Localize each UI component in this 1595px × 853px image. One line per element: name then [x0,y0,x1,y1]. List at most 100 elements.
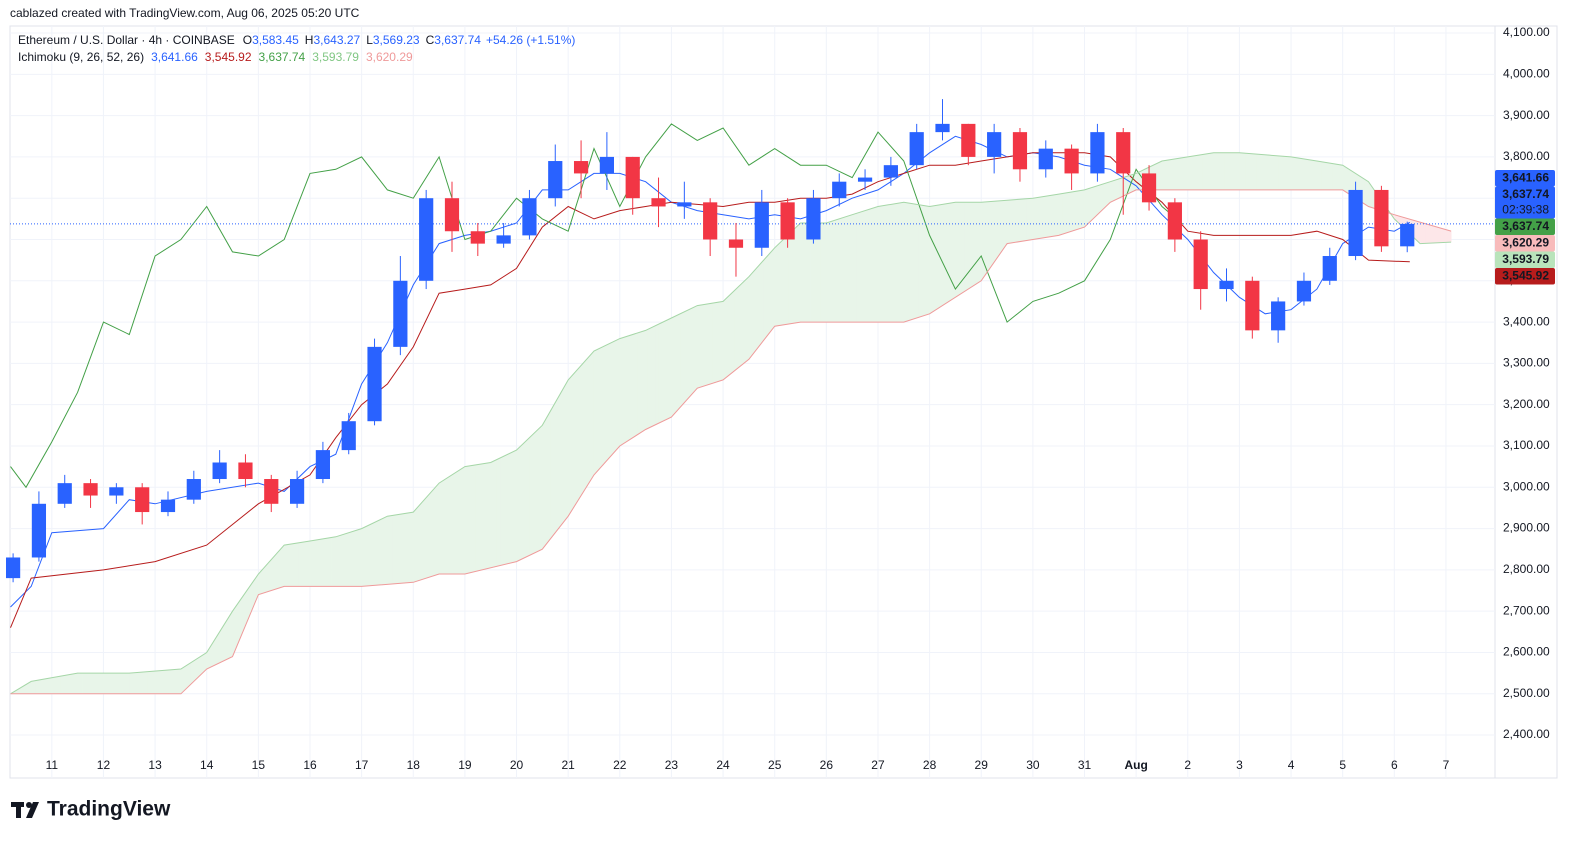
cloud-fill [53,676,58,694]
cloud-fill [756,264,761,351]
candle-body [1245,280,1260,331]
credit: cablazed created with TradingView.com, A… [10,6,360,20]
cloud-fill [539,423,544,551]
cloud-fill [802,222,807,323]
cloud-fill [1263,154,1268,190]
y-tick-label: 2,700.00 [1503,603,1550,617]
x-tick-label: 2 [1184,758,1191,772]
cloud-fill [874,206,879,323]
cloud-fill [14,689,19,694]
price-tag-label: 3,641.66 [1502,171,1549,185]
cloud-fill [975,202,980,285]
candle-body [83,483,98,496]
cloud-fill [190,660,195,685]
cloud-fill [961,202,966,294]
cloud-fill [1090,186,1095,221]
cloud-fill [75,673,80,694]
candle-body [1296,280,1312,302]
cloud-fill [687,308,692,399]
cloud-fill [1026,198,1031,241]
cloud-fill [295,542,300,587]
cloud-fill [910,203,915,320]
cloud-fill [111,673,116,694]
cloud-fill [997,200,1002,258]
cloud-fill [1271,155,1276,190]
cloud-fill [435,483,440,576]
y-tick-label: 2,600.00 [1503,645,1550,659]
cloud-fill [1036,196,1041,239]
cloud-fill [1418,221,1423,244]
y-tick-label: 3,000.00 [1503,479,1550,493]
cloud-fill [478,463,483,571]
cloud-fill [763,256,768,341]
candle-body [1374,189,1389,247]
cloud-fill [547,410,552,544]
cloud-fill [140,671,145,694]
cloud-fill [698,304,703,388]
cloud-fill [158,670,163,694]
candle-body [289,479,305,504]
cloud-fill [972,202,977,287]
cloud-fill [273,553,278,590]
symbol: Ethereum / U.S. Dollar · 4h · COINBASE [18,33,235,47]
cloud-fill [302,541,307,587]
price-tag [1495,186,1555,219]
cloud-fill [748,272,753,360]
cloud-fill [1447,230,1452,243]
indicator-value: 3,593.79 [312,50,359,64]
ohlc-value: 3,643.27 [313,33,360,47]
cloud-fill [878,205,883,323]
cloud-fill [795,224,800,323]
cloud-fill [1054,194,1059,236]
cloud-fill [655,324,660,425]
indicator-name: Ichimoku (9, 26, 52, 26) [18,50,144,64]
x-tick-label: 23 [665,758,679,772]
cloud-fill [1094,185,1099,218]
cloud-fill [1256,154,1261,190]
cloud-fill [629,334,634,440]
x-tick-label: 13 [148,758,162,772]
cloud-fill [78,673,83,694]
cloud-fill [377,519,382,586]
cloud-fill [529,434,534,556]
candle-body [393,280,408,347]
cloud-fill [388,515,393,585]
cloud-fill [96,673,101,694]
cloud-fill [676,313,681,412]
cloud-fill [734,287,739,371]
cloud-fill [35,679,40,694]
cloud-fill [345,532,350,587]
cloud-fill [615,338,620,451]
cloud-fill [309,540,314,587]
x-tick-label: 6 [1391,758,1398,772]
cloud-fill [1083,189,1088,228]
cloud-fill [500,456,505,566]
candle-body [599,156,614,174]
cloud-fill [1018,199,1023,242]
cloud-fill [64,674,69,694]
candle-body [573,161,589,174]
cloud-fill [460,467,465,574]
cloud-fill [1267,155,1272,190]
cloud-fill [1335,164,1340,190]
cloud-fill [964,202,969,292]
cloud-fill [1051,194,1056,237]
cloud-fill [86,673,91,694]
cloud-fill [269,557,274,591]
cloud-fill [662,320,667,422]
cloud-fill [936,204,941,310]
cloud-fill [1112,179,1117,202]
ohlc-key: C [426,33,435,47]
y-tick-label: 2,900.00 [1503,521,1550,535]
cloud-fill [453,471,458,574]
cloud-fill [691,306,696,395]
candle-body [1348,189,1363,257]
cloud-fill [925,205,930,316]
cloud-fill [1098,184,1103,215]
cloud-fill [932,205,937,312]
cloud-fill [186,662,191,688]
cloud-fill [954,202,959,299]
indicator-line [10,189,1452,695]
cloud-fill [125,673,130,694]
cloud-fill [194,658,199,682]
